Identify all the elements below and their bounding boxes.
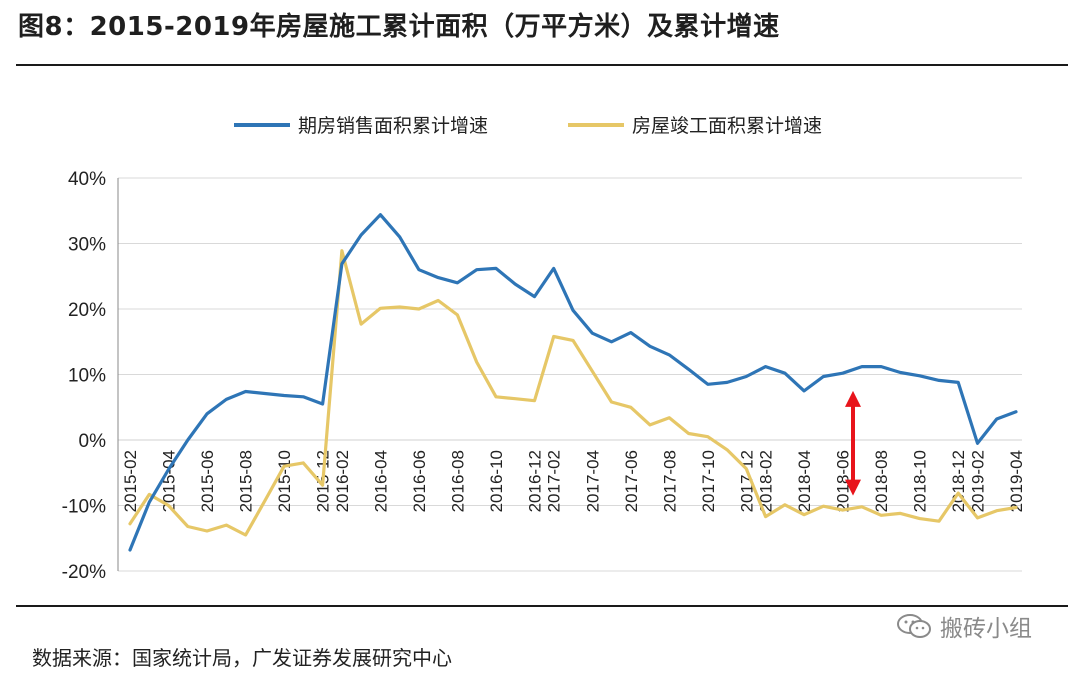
y-tick-label: -10% [62, 497, 106, 518]
x-tick-label: 2015-04 [160, 450, 179, 512]
series-lines [128, 213, 1018, 552]
x-tick-label: 2017-06 [622, 450, 641, 512]
x-tick-label: 2015-10 [275, 450, 294, 512]
x-tick-label: 2015-06 [198, 450, 217, 512]
y-tick-label: 40% [68, 169, 106, 190]
x-tick-label: 2016-06 [410, 450, 429, 512]
x-tick-label: 2015-08 [237, 450, 256, 512]
x-tick-label: 2017-02 [545, 450, 564, 512]
x-tick-label: 2017-10 [699, 450, 718, 512]
legend-label: 房屋竣工面积累计增速 [632, 115, 822, 137]
top-rule [16, 64, 1068, 66]
y-tick-label: 20% [68, 300, 106, 321]
y-axis: 40% 30% 20% 10% 0% -10% -20% [62, 169, 119, 583]
x-tick-label: 2019-02 [968, 450, 987, 512]
x-tick-label: 2018-04 [795, 450, 814, 512]
x-tick-label: 2016-12 [525, 450, 544, 512]
grid-lines [118, 177, 1022, 572]
legend: 期房销售面积累计增速 房屋竣工面积累计增速 [234, 115, 822, 137]
x-tick-label: 2018-02 [757, 450, 776, 512]
x-tick-label: 2016-04 [371, 450, 390, 512]
x-tick-label: 2018-08 [872, 450, 891, 512]
x-tick-label: 2016-08 [448, 450, 467, 512]
series-line-presale [128, 213, 1018, 552]
source-note: 数据来源：国家统计局，广发证券发展研究中心 [32, 646, 452, 670]
watermark: 搬砖小组 [896, 609, 1032, 643]
figure-title: 图8：2015-2019年房屋施工累计面积（万平方米）及累计增速 [18, 12, 780, 42]
y-tick-label: -20% [62, 562, 106, 583]
wechat-icon [897, 614, 931, 638]
arrow-head-down [845, 479, 861, 496]
y-tick-label: 30% [68, 235, 106, 256]
legend-label: 期房销售面积累计增速 [298, 115, 488, 137]
x-tick-label: 2016-10 [487, 450, 506, 512]
arrow-head-up [845, 390, 861, 407]
x-tick-label: 2017-12 [737, 450, 756, 512]
series-line-completion [128, 249, 1018, 537]
y-tick-label: 0% [79, 431, 107, 452]
x-tick-label: 2015-02 [121, 450, 140, 512]
annotation [845, 390, 861, 496]
x-tick-label: 2018-06 [834, 450, 853, 512]
bottom-rule [16, 605, 1068, 607]
x-axis: 2015-02 2015-04 2015-06 2015-08 2015-10 2015-… [121, 450, 1026, 512]
x-tick-label: 2019-04 [1007, 450, 1026, 512]
x-tick-label: 2017-08 [660, 450, 679, 512]
x-tick-label: 2017-04 [583, 450, 602, 512]
watermark-text: 搬砖小组 [940, 616, 1032, 642]
x-tick-label: 2018-10 [911, 450, 930, 512]
x-tick-label: 2016-02 [333, 450, 352, 512]
y-tick-label: 10% [68, 366, 106, 387]
